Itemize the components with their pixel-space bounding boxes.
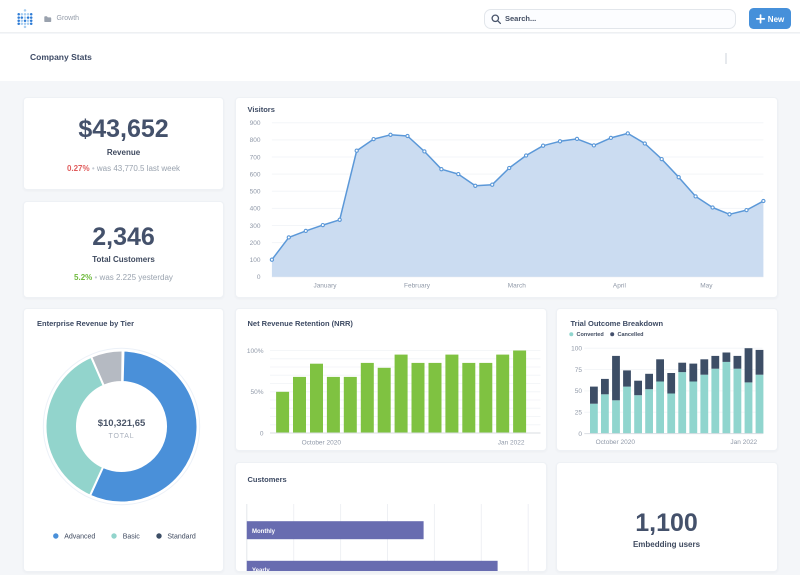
- svg-text:Cancelled: Cancelled: [617, 332, 643, 338]
- svg-text:Yearly: Yearly: [252, 568, 270, 572]
- svg-text:800: 800: [249, 137, 260, 144]
- svg-text:$10,321,65: $10,321,65: [98, 418, 146, 429]
- svg-text:January: January: [313, 283, 337, 290]
- svg-text:75: 75: [574, 367, 582, 374]
- svg-text:25: 25: [574, 410, 582, 417]
- svg-text:100: 100: [249, 257, 260, 264]
- svg-text:April: April: [612, 283, 626, 290]
- svg-text:0: 0: [259, 430, 263, 437]
- svg-text:May: May: [700, 283, 713, 290]
- svg-text:900: 900: [249, 120, 260, 127]
- svg-text:TOTAL: TOTAL: [109, 433, 135, 440]
- svg-text:Advanced: Advanced: [64, 533, 95, 540]
- svg-text:October 2020: October 2020: [595, 439, 635, 446]
- svg-text:Standard: Standard: [167, 533, 196, 540]
- svg-text:600: 600: [249, 171, 260, 178]
- svg-text:50: 50: [574, 388, 582, 395]
- svg-text:200: 200: [249, 240, 260, 247]
- svg-text:500: 500: [249, 189, 260, 196]
- svg-text:0: 0: [578, 431, 582, 438]
- svg-text:50%: 50%: [250, 389, 263, 396]
- svg-text:Jan 2022: Jan 2022: [730, 439, 757, 446]
- svg-text:Jan 2022: Jan 2022: [497, 440, 524, 447]
- svg-text:February: February: [403, 283, 430, 290]
- svg-text:0: 0: [256, 274, 260, 281]
- svg-text:100%: 100%: [246, 348, 263, 355]
- svg-text:100: 100: [571, 346, 582, 353]
- svg-text:Converted: Converted: [576, 332, 603, 338]
- svg-text:October 2020: October 2020: [301, 440, 341, 447]
- svg-text:Basic: Basic: [123, 533, 141, 540]
- svg-text:700: 700: [249, 154, 260, 161]
- svg-text:March: March: [507, 283, 525, 290]
- svg-text:Monthly: Monthly: [252, 529, 276, 535]
- svg-text:400: 400: [249, 206, 260, 213]
- svg-text:300: 300: [249, 223, 260, 230]
